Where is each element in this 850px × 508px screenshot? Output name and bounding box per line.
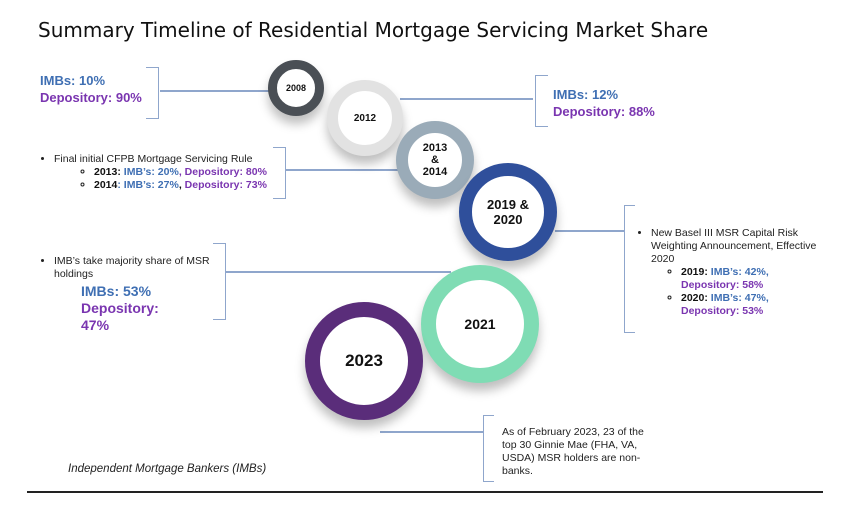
- line-2020: 2020: IMB’s: 47%,Depository: 53%: [681, 292, 817, 318]
- stats-2008: IMBs: 10% Depository: 90%: [40, 72, 142, 106]
- bullet: Final initial CFPB Mortgage Servicing Ru…: [54, 153, 280, 192]
- milestone-2012: 2012: [327, 80, 403, 156]
- stats-2013-2014: Final initial CFPB Mortgage Servicing Ru…: [40, 153, 280, 192]
- bullet-text: Final initial CFPB Mortgage Servicing Ru…: [54, 153, 253, 165]
- imbs-share: IMBs: 10%: [40, 73, 106, 88]
- year: 2013:: [94, 166, 121, 178]
- milestone-2019-2020: 2019 & 2020: [459, 163, 557, 261]
- stats-2021: IMB’s take majority share of MSR holding…: [40, 255, 215, 334]
- stats-2019-2020: New Basel III MSR Capital Risk Weighting…: [637, 227, 817, 318]
- connector-2019: [555, 230, 625, 232]
- connector-2023: [380, 431, 484, 433]
- year: 2014: [94, 179, 118, 191]
- milestone-2013-2014: 2013 & 2014: [396, 121, 474, 199]
- milestone-2008: 2008: [268, 60, 324, 116]
- depository: Depository: 53%: [681, 305, 764, 317]
- milestone-2021: 2021: [421, 265, 539, 383]
- depository-share: 47%: [81, 317, 110, 333]
- connector-2013: [286, 169, 398, 171]
- year-label: 2012: [353, 112, 377, 124]
- connector-2008: [160, 90, 272, 92]
- year-label: 2008: [285, 83, 307, 93]
- year: 2020:: [681, 292, 708, 304]
- bracket-2013: [273, 147, 286, 199]
- bracket-2019: [624, 205, 635, 333]
- line-2013: 2013: IMB’s: 20%, Depository: 80%: [94, 166, 280, 179]
- depository-share: Depository: 90%: [40, 90, 142, 105]
- line-2014: 2014: IMB’s: 27%, Depository: 73%: [94, 179, 280, 192]
- year: 2019:: [681, 266, 708, 278]
- bullet-text: IMB’s take majority share of MSR holding…: [54, 255, 215, 281]
- depository-label: Depository:: [81, 300, 159, 316]
- imbs-share: IMBs: 12%: [553, 87, 619, 102]
- bullet: New Basel III MSR Capital Risk Weighting…: [651, 227, 817, 318]
- imbs: IMB’s: 47%,: [710, 292, 769, 304]
- depository: Depository: 58%: [681, 279, 764, 291]
- imbs: IMB’s: 27%: [123, 179, 179, 191]
- bracket-2008: [146, 67, 159, 119]
- connector-2012: [400, 98, 533, 100]
- page-title: Summary Timeline of Residential Mortgage…: [38, 18, 709, 42]
- depository: Depository: 73%: [184, 179, 267, 191]
- depository-share: Depository: 88%: [553, 104, 655, 119]
- imbs-share: IMBs: 53%: [81, 283, 152, 299]
- imbs: IMB’s: 20%: [123, 166, 179, 178]
- bracket-2023: [483, 415, 494, 482]
- note-2023: As of February 2023, 23 of the top 30 Gi…: [502, 426, 644, 477]
- year-label: 2013 & 2014: [422, 142, 448, 178]
- sep: :: [117, 179, 124, 191]
- year-label: 2019 & 2020: [487, 197, 529, 227]
- year-label: 2021: [464, 316, 496, 332]
- imbs: IMB’s: 42%,: [710, 266, 769, 278]
- bracket-2012: [535, 75, 548, 127]
- sep: ,: [178, 179, 185, 191]
- year-label: 2023: [345, 351, 383, 370]
- sep: ,: [178, 166, 185, 178]
- bullet-text: New Basel III MSR Capital Risk Weighting…: [651, 227, 817, 265]
- bracket-2021: [213, 243, 226, 320]
- bottom-rule: [27, 491, 823, 493]
- depository: Depository: 80%: [184, 166, 267, 178]
- milestone-2023: 2023: [305, 302, 423, 420]
- line-2019: 2019: IMB’s: 42%,Depository: 58%: [681, 266, 817, 292]
- stats-2012: IMBs: 12% Depository: 88%: [553, 86, 655, 120]
- connector-2021: [226, 271, 451, 273]
- footnote: Independent Mortgage Bankers (IMBs): [68, 463, 267, 475]
